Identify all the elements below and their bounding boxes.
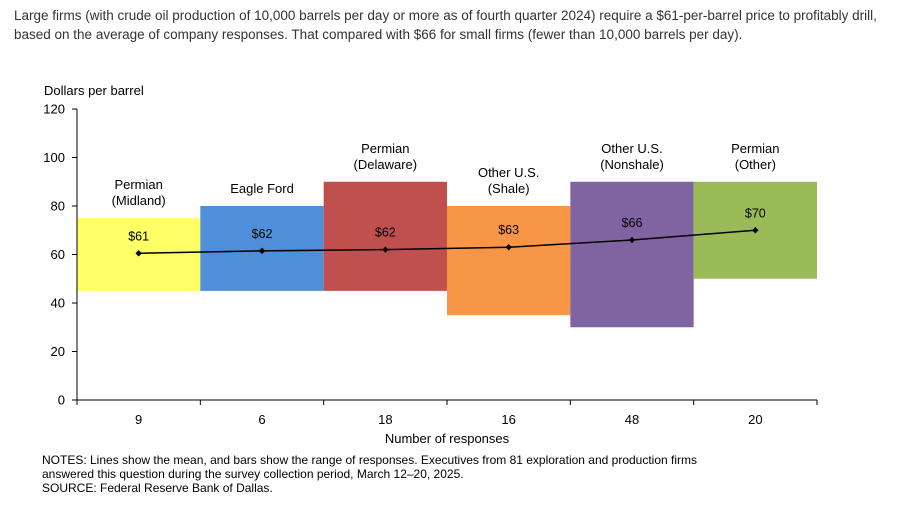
mean-marker bbox=[135, 250, 142, 257]
category-label: Other U.S. bbox=[601, 141, 662, 156]
x-tick-label: 48 bbox=[625, 412, 639, 427]
y-tick-label: 0 bbox=[58, 393, 65, 408]
mean-value-label: $63 bbox=[498, 223, 519, 237]
category-label: Permian bbox=[114, 177, 162, 192]
mean-marker bbox=[382, 246, 389, 253]
y-tick-label: 100 bbox=[43, 150, 65, 165]
mean-marker bbox=[628, 236, 636, 244]
range-bar bbox=[447, 206, 571, 316]
range-bar bbox=[323, 181, 447, 291]
axes-layer: 0 20 40 60 80 100 120 9 6 18 16 48 20 Dollars per bar… bbox=[43, 83, 818, 446]
mean-line bbox=[138, 229, 756, 255]
x-tick-label: 20 bbox=[748, 412, 762, 427]
y-tick-label: 80 bbox=[51, 199, 65, 214]
notes-line-3: SOURCE: Federal Reserve Bank of Dallas. bbox=[42, 481, 273, 495]
category-label: Eagle Ford bbox=[230, 181, 294, 196]
y-tick-label: 40 bbox=[51, 296, 65, 311]
chart-caption: Large firms (with crude oil production o… bbox=[14, 8, 877, 42]
mean-marker bbox=[505, 244, 512, 251]
y-tick-label: 20 bbox=[51, 344, 65, 359]
y-tick-label: 60 bbox=[51, 247, 65, 262]
x-tick-label: 6 bbox=[258, 412, 265, 427]
y-tick-label: 120 bbox=[43, 102, 65, 117]
category-label: Other U.S. bbox=[478, 165, 539, 180]
mean-value-label: $66 bbox=[622, 216, 643, 230]
mean-value-label: $70 bbox=[745, 206, 766, 220]
bars-layer bbox=[77, 181, 817, 328]
x-axis-title: Number of responses bbox=[385, 431, 510, 446]
chart-notes: NOTES: Lines show the mean, and bars sho… bbox=[42, 453, 842, 495]
category-label: (Midland) bbox=[112, 193, 166, 208]
mean-value-label: $62 bbox=[252, 227, 273, 241]
x-tick-label: 18 bbox=[378, 412, 392, 427]
category-label: (Nonshale) bbox=[600, 157, 664, 172]
notes-line-2: answered this question during the survey… bbox=[42, 467, 464, 481]
mean-value-label: $62 bbox=[375, 226, 396, 240]
mean-value-label: $61 bbox=[128, 229, 149, 243]
y-axis-title: Dollars per barrel bbox=[44, 83, 144, 98]
range-bar bbox=[570, 181, 694, 328]
x-tick-label: 16 bbox=[501, 412, 515, 427]
category-label: Permian bbox=[361, 141, 409, 156]
labels-layer: $61 $62 $62 $63$66$70Permian(Midland)Eagle … bbox=[112, 141, 780, 244]
category-label: (Shale) bbox=[488, 181, 530, 196]
notes-line-1: NOTES: Lines show the mean, and bars sho… bbox=[42, 453, 698, 467]
category-label: (Other) bbox=[735, 157, 776, 172]
category-label: (Delaware) bbox=[354, 157, 418, 172]
mean-layer bbox=[135, 227, 759, 257]
x-tick-label: 9 bbox=[135, 412, 142, 427]
category-label: Permian bbox=[731, 141, 779, 156]
mean-marker bbox=[258, 247, 266, 255]
mean-marker bbox=[752, 227, 759, 234]
